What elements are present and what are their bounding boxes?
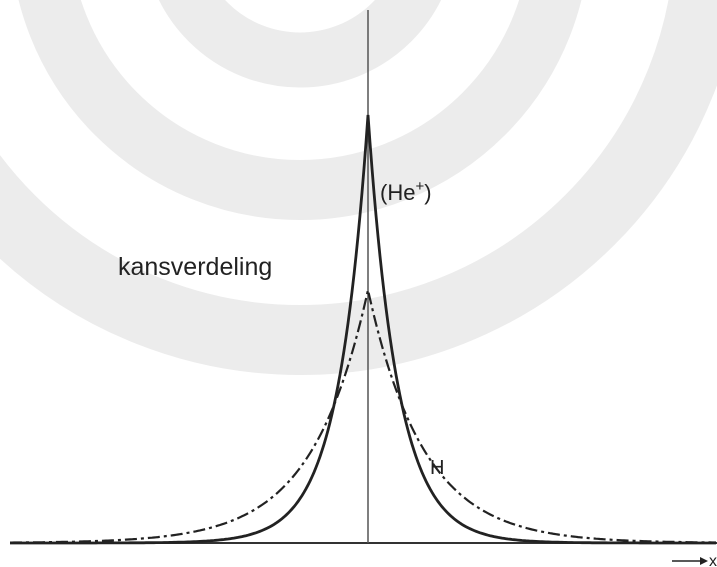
watermark-ring — [170, 0, 430, 60]
h-label: H — [430, 457, 444, 479]
he-label-close: ) — [424, 180, 431, 205]
watermark-ring — [40, 0, 560, 190]
watermark — [0, 0, 710, 340]
page: kansverdeling (He+) H x (() => { const d… — [0, 0, 717, 567]
distribution-label: kansverdeling — [118, 253, 272, 281]
axis-label: x — [709, 553, 717, 567]
diagram: kansverdeling (He+) H x — [0, 0, 717, 567]
he-label: (He+) — [380, 178, 432, 205]
he-label-base: (He — [380, 180, 415, 205]
axis-arrowhead — [700, 557, 708, 565]
he-label-sup: + — [415, 178, 424, 195]
